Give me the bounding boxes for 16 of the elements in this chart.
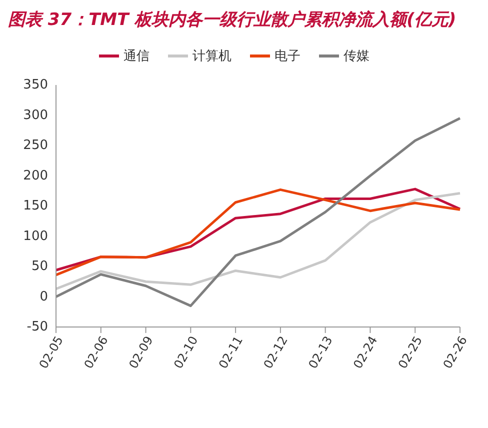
- y-tick-label: -50: [26, 320, 48, 334]
- y-tick-label: 0: [40, 289, 48, 304]
- line-series: [54, 117, 462, 308]
- legend-label: 电子: [274, 48, 300, 65]
- line-series: [54, 192, 462, 290]
- y-tick-label: 350: [23, 78, 48, 92]
- legend-label: 计算机: [192, 48, 232, 65]
- chart-title: 图表 37：TMT 板块内各一级行业散户累积净流入额(亿元): [8, 9, 458, 32]
- y-tick-label: 200: [23, 168, 48, 184]
- y-tick-label: 250: [23, 138, 48, 153]
- y-tick-label: 150: [23, 198, 48, 214]
- y-tick-label: 100: [23, 228, 48, 244]
- y-tick-label: 300: [23, 108, 48, 123]
- legend-label: 通信: [124, 48, 150, 65]
- legend-label: 传媒: [344, 48, 370, 65]
- y-tick-label: 50: [31, 259, 48, 274]
